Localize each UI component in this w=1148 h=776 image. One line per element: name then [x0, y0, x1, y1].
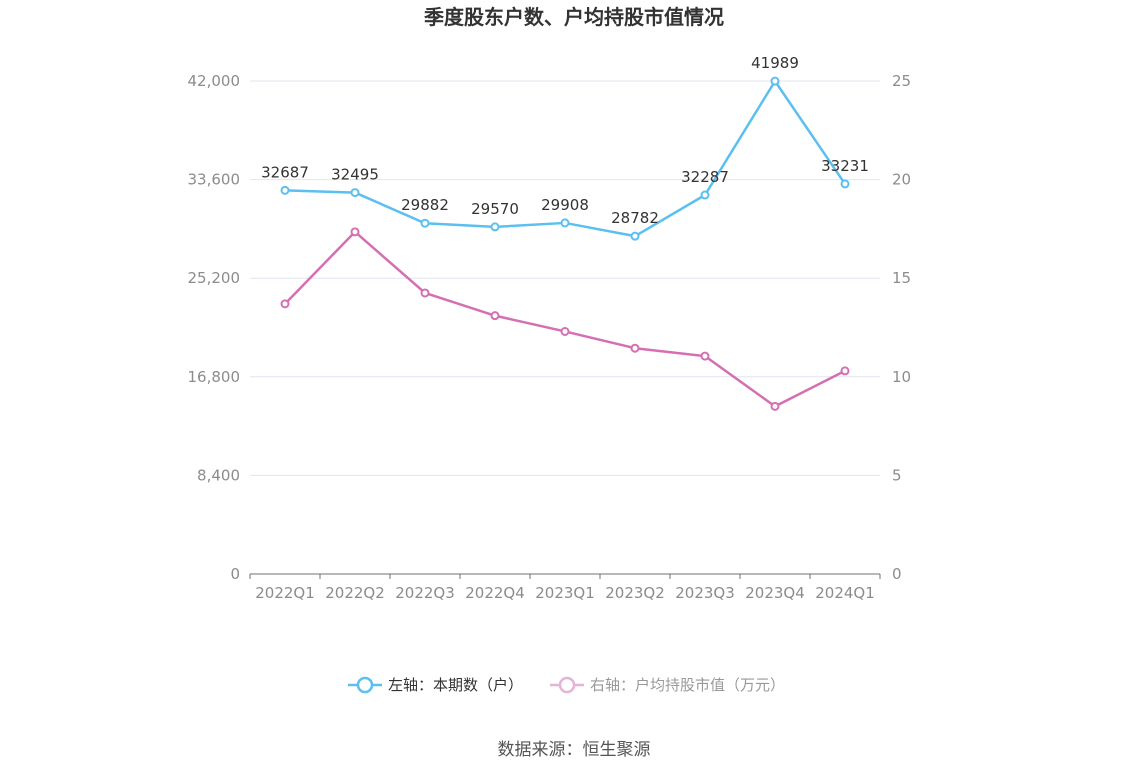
data-point[interactable] [280, 299, 290, 309]
data-label: 29570 [471, 200, 519, 218]
axes [249, 573, 881, 579]
data-label: 32287 [681, 168, 729, 186]
data-point[interactable] [630, 343, 640, 353]
left-tick-label: 0 [230, 565, 240, 583]
series-1: 32687 32495 29882 29570 29908 28782 32287 41989… [261, 54, 869, 241]
right-tick-label: 5 [892, 466, 902, 484]
data-point[interactable] [630, 231, 640, 241]
x-tick-label: 2024Q1 [815, 584, 875, 602]
left-axis-ticks: 0 8,400 16,800 25,200 33,600 42,000 [188, 72, 241, 583]
series-group: 32687 32495 29882 29570 29908 28782 32287 41989… [261, 54, 869, 411]
x-tick-label: 2022Q1 [255, 584, 315, 602]
source-text: 数据来源：恒生聚源 [498, 740, 651, 760]
x-tick-label: 2023Q1 [535, 584, 595, 602]
data-label: 41989 [751, 54, 799, 72]
data-point[interactable] [560, 218, 570, 228]
legend-label: 左轴：本期数（户） [388, 676, 523, 694]
right-tick-label: 0 [892, 565, 902, 583]
data-point[interactable] [770, 76, 780, 86]
data-point[interactable] [420, 218, 430, 228]
x-tick-label: 2023Q3 [675, 584, 735, 602]
x-tick-label: 2023Q4 [745, 584, 805, 602]
grid [250, 80, 880, 476]
x-tick-label: 2022Q2 [325, 584, 385, 602]
left-tick-label: 16,800 [188, 368, 241, 386]
x-tick-label: 2022Q3 [395, 584, 455, 602]
data-point[interactable] [770, 401, 780, 411]
legend-marker [356, 676, 374, 694]
data-point[interactable] [840, 179, 850, 189]
legend-label: 右轴：户均持股市值（万元） [590, 676, 785, 694]
legend-marker [558, 676, 576, 694]
left-tick-label: 25,200 [188, 269, 241, 287]
data-point[interactable] [490, 222, 500, 232]
x-tick-label: 2022Q4 [465, 584, 525, 602]
data-point[interactable] [700, 351, 710, 361]
series-2 [280, 227, 850, 411]
legend-item-2[interactable]: 右轴：户均持股市值（万元） [550, 676, 785, 694]
data-point[interactable] [700, 190, 710, 200]
data-label: 28782 [611, 209, 659, 227]
right-tick-label: 20 [892, 171, 911, 189]
data-label: 32687 [261, 163, 309, 181]
data-point[interactable] [560, 326, 570, 336]
series-line [284, 230, 846, 408]
legend[interactable]: 左轴：本期数（户） 右轴：户均持股市值（万元） [348, 676, 785, 694]
left-tick-label: 33,600 [188, 171, 241, 189]
legend-item-1[interactable]: 左轴：本期数（户） [348, 676, 523, 694]
data-label: 32495 [331, 166, 379, 184]
right-tick-label: 15 [892, 269, 911, 287]
data-point[interactable] [350, 188, 360, 198]
x-tick-label: 2023Q2 [605, 584, 665, 602]
data-point[interactable] [420, 288, 430, 298]
right-tick-label: 10 [892, 368, 911, 386]
chart-title: 季度股东户数、户均持股市值情况 [423, 5, 724, 29]
data-point[interactable] [490, 311, 500, 321]
right-tick-label: 25 [892, 72, 911, 90]
x-axis-ticks: 2022Q1 2022Q2 2022Q3 2022Q4 2023Q1 2023Q2 2023… [255, 584, 875, 602]
data-label: 29882 [401, 196, 449, 214]
left-tick-label: 42,000 [188, 72, 241, 90]
data-label: 33231 [821, 157, 869, 175]
right-axis-ticks: 0 5 10 15 20 25 [892, 72, 911, 583]
data-point[interactable] [350, 227, 360, 237]
data-label: 29908 [541, 196, 589, 214]
left-tick-label: 8,400 [197, 466, 240, 484]
data-point[interactable] [840, 366, 850, 376]
data-point[interactable] [280, 185, 290, 195]
